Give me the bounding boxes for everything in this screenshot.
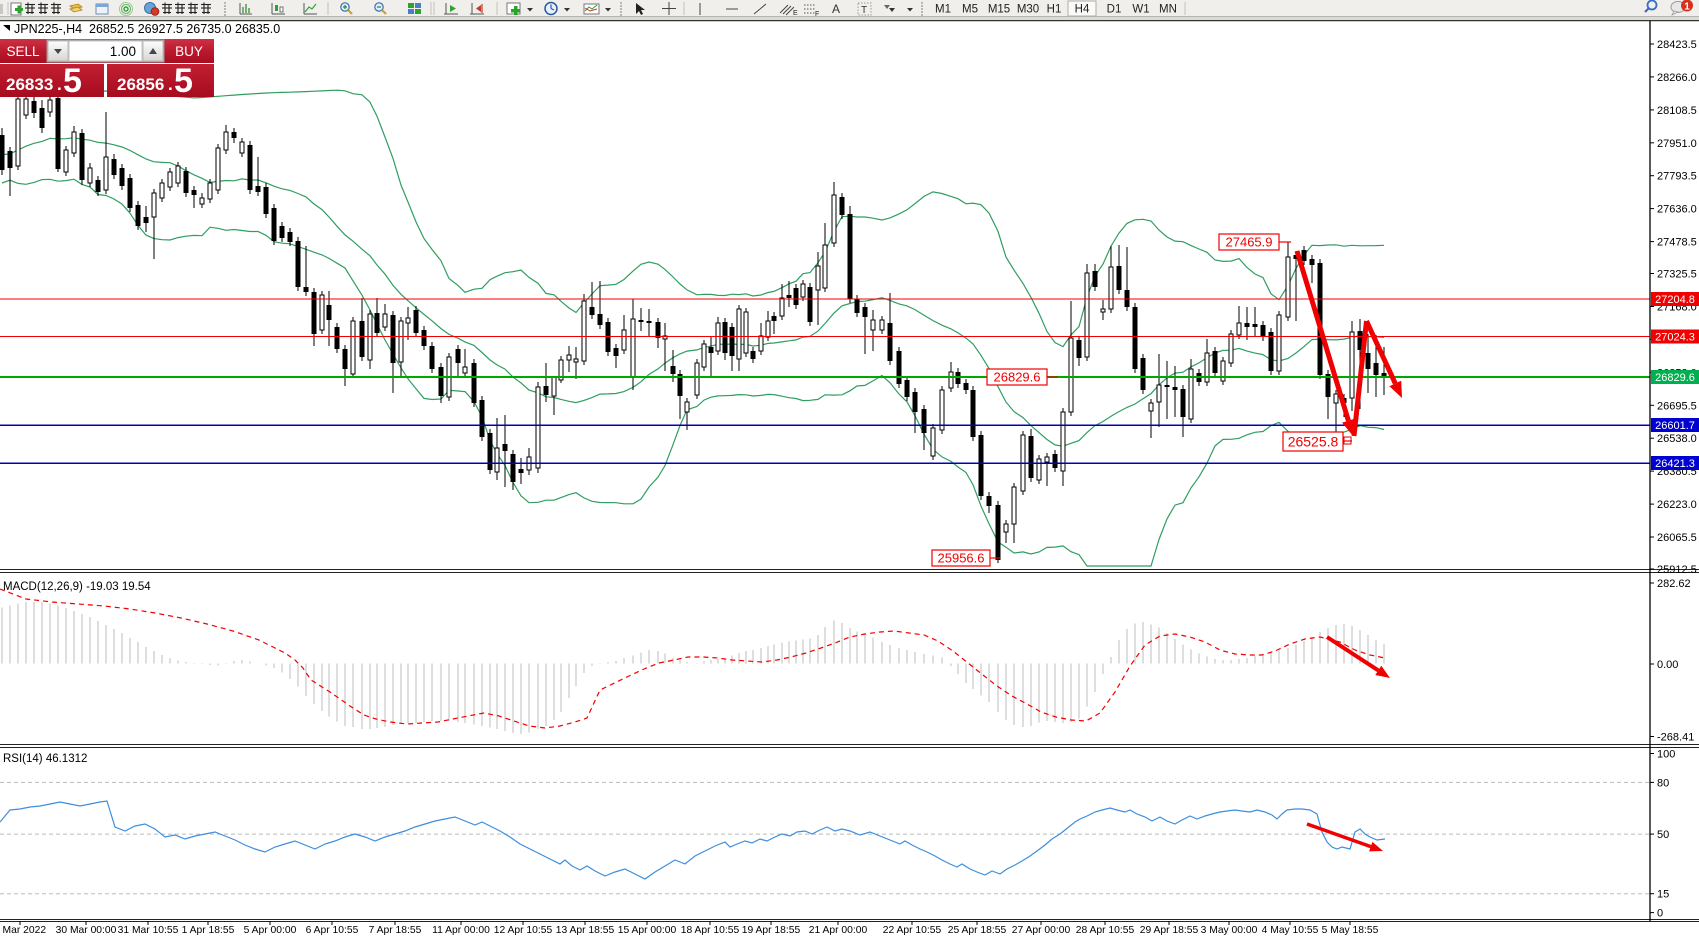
svg-text:26601.7: 26601.7: [1655, 420, 1695, 432]
svg-text:RSI(14) 46.1312: RSI(14) 46.1312: [3, 753, 87, 765]
svg-text:0: 0: [1657, 908, 1663, 920]
svg-text:26856: 26856: [117, 75, 164, 94]
svg-text:80: 80: [1657, 777, 1669, 789]
svg-text:.: .: [168, 75, 173, 94]
svg-text:SELL: SELL: [6, 44, 40, 59]
svg-text:28 Apr 10:55: 28 Apr 10:55: [1076, 925, 1135, 936]
svg-text:3 May 00:00: 3 May 00:00: [1201, 925, 1258, 936]
svg-text:27 Apr 00:00: 27 Apr 00:00: [1012, 925, 1071, 936]
svg-text:E: E: [793, 10, 798, 17]
svg-text:22 Apr 10:55: 22 Apr 10:55: [883, 925, 942, 936]
svg-text:H4: H4: [1075, 4, 1090, 16]
svg-text:29 Apr 18:55: 29 Apr 18:55: [1140, 925, 1199, 936]
svg-text:MN: MN: [1159, 4, 1177, 16]
svg-text:19 Apr 18:55: 19 Apr 18:55: [742, 925, 801, 936]
svg-text:M5: M5: [962, 4, 978, 16]
svg-text:15 Apr 00:00: 15 Apr 00:00: [618, 925, 677, 936]
svg-text:30 Mar 00:00: 30 Mar 00:00: [56, 925, 117, 936]
svg-text:8 Mar 2022: 8 Mar 2022: [0, 925, 46, 936]
svg-text:26695.5: 26695.5: [1657, 400, 1697, 412]
svg-text:5 May 18:55: 5 May 18:55: [1322, 925, 1379, 936]
svg-text:1.00: 1.00: [110, 44, 136, 59]
svg-text:26421.3: 26421.3: [1655, 458, 1695, 470]
svg-text:0.00: 0.00: [1657, 659, 1678, 671]
svg-text:M15: M15: [988, 4, 1010, 16]
svg-text:26065.5: 26065.5: [1657, 532, 1697, 544]
svg-text:.: .: [57, 75, 62, 94]
svg-text:25 Apr 18:55: 25 Apr 18:55: [948, 925, 1007, 936]
svg-text:28108.5: 28108.5: [1657, 105, 1697, 117]
svg-text:11 Apr 00:00: 11 Apr 00:00: [432, 925, 490, 936]
svg-text:27478.5: 27478.5: [1657, 237, 1697, 249]
svg-text:31 Mar 10:55: 31 Mar 10:55: [118, 925, 179, 936]
svg-text:100: 100: [1657, 749, 1675, 761]
svg-text:T: T: [861, 5, 867, 16]
svg-text:M1: M1: [935, 4, 951, 16]
svg-text:12 Apr 10:55: 12 Apr 10:55: [494, 925, 553, 936]
svg-text:25912.5: 25912.5: [1657, 564, 1697, 576]
svg-text:MACD(12,26,9) -19.03 19.54: MACD(12,26,9) -19.03 19.54: [3, 581, 151, 593]
svg-text:26538.0: 26538.0: [1657, 433, 1697, 445]
svg-text:-268.41: -268.41: [1657, 732, 1694, 744]
svg-text:W1: W1: [1132, 4, 1149, 16]
svg-text:5: 5: [63, 62, 82, 100]
svg-text:7 Apr 18:55: 7 Apr 18:55: [369, 925, 422, 936]
svg-text:1 Apr 18:55: 1 Apr 18:55: [182, 925, 235, 936]
svg-text:27024.3: 27024.3: [1655, 332, 1695, 344]
svg-text:5: 5: [174, 62, 193, 100]
svg-text:28423.5: 28423.5: [1657, 39, 1697, 51]
svg-text:25956.6: 25956.6: [938, 551, 985, 566]
svg-text:27793.5: 27793.5: [1657, 171, 1697, 183]
svg-text:21 Apr 00:00: 21 Apr 00:00: [809, 925, 868, 936]
svg-text:282.62: 282.62: [1657, 578, 1691, 590]
svg-text:6 Apr 10:55: 6 Apr 10:55: [306, 925, 359, 936]
svg-text:26223.0: 26223.0: [1657, 499, 1697, 511]
svg-text:27951.0: 27951.0: [1657, 138, 1697, 150]
svg-text:26829.6: 26829.6: [1655, 372, 1695, 384]
svg-text:4 May 10:55: 4 May 10:55: [1262, 925, 1319, 936]
svg-text:50: 50: [1657, 829, 1669, 841]
svg-text:D1: D1: [1107, 4, 1122, 16]
svg-text:26833: 26833: [6, 75, 53, 94]
svg-text:27636.0: 27636.0: [1657, 204, 1697, 216]
svg-text:15: 15: [1657, 889, 1669, 901]
svg-text:M30: M30: [1017, 4, 1039, 16]
svg-text:1: 1: [1684, 2, 1690, 13]
svg-text:26829.6: 26829.6: [994, 370, 1041, 385]
svg-text:27465.9: 27465.9: [1226, 235, 1273, 250]
svg-text:F: F: [815, 11, 819, 18]
svg-text:26525.8: 26525.8: [1288, 434, 1339, 450]
svg-text:28266.0: 28266.0: [1657, 72, 1697, 84]
svg-text:18 Apr 10:55: 18 Apr 10:55: [681, 925, 740, 936]
svg-text:H1: H1: [1047, 4, 1062, 16]
svg-text:JPN225-,H4 26852.5 26927.5 26: JPN225-,H4 26852.5 26927.5 26735.0 26835…: [14, 22, 280, 36]
svg-text:27325.5: 27325.5: [1657, 269, 1697, 281]
svg-text:BUY: BUY: [175, 44, 203, 59]
svg-text:27204.8: 27204.8: [1655, 294, 1695, 306]
svg-text:13 Apr 18:55: 13 Apr 18:55: [556, 925, 615, 936]
svg-text:A: A: [832, 2, 840, 16]
svg-text:5 Apr 00:00: 5 Apr 00:00: [244, 925, 297, 936]
